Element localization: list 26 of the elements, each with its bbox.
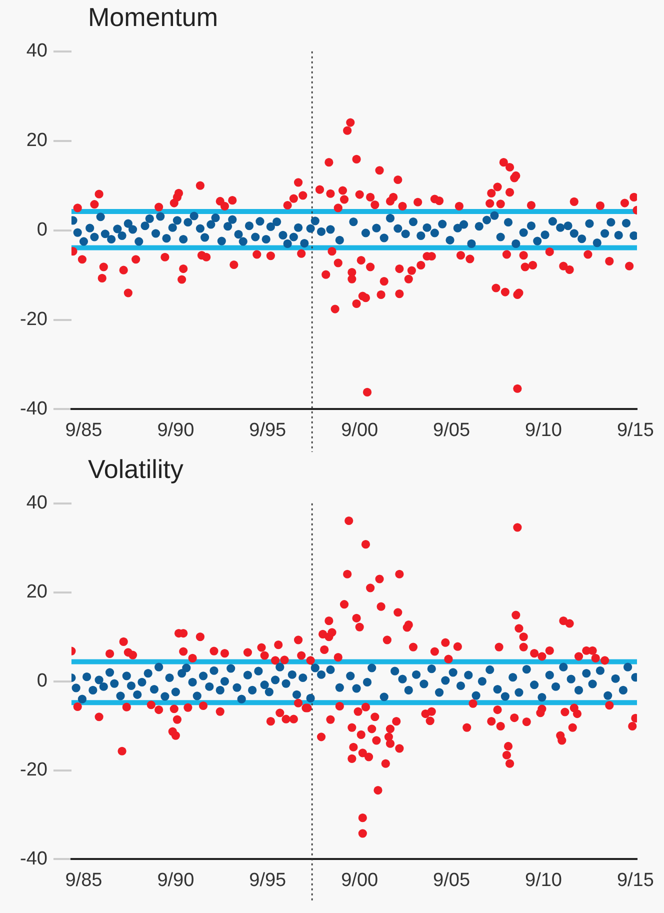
x-tick-label: 9/10 — [525, 420, 562, 441]
x-tick-label: 9/15 — [616, 870, 654, 891]
x-tick-label: 9/00 — [341, 420, 378, 441]
y-tick-label: 0 — [36, 670, 48, 692]
x-tick-label: 9/05 — [433, 870, 470, 891]
y-tick-label: -20 — [20, 759, 48, 780]
chart-title: Volatility — [87, 453, 184, 486]
x-tick-label: 9/10 — [525, 870, 562, 891]
y-tick-label: -40 — [20, 848, 48, 870]
x-tick-label: 9/05 — [433, 420, 470, 441]
y-tick-label: 20 — [26, 582, 48, 603]
x-tick-label: 9/95 — [249, 870, 286, 891]
y-tick-label: 20 — [26, 130, 48, 152]
y-tick-label: -40 — [20, 398, 48, 420]
x-tick-label: 9/90 — [157, 870, 194, 891]
y-tick-label: -20 — [20, 308, 48, 330]
chart-title: Momentum — [87, 1, 220, 34]
x-tick-label: 9/95 — [249, 420, 286, 441]
x-tick-label: 9/85 — [65, 420, 102, 441]
x-tick-label: 9/85 — [65, 870, 102, 891]
y-tick-label: 40 — [26, 492, 48, 514]
y-tick-label: 40 — [26, 40, 48, 62]
x-tick-label: 9/15 — [616, 420, 654, 441]
x-tick-label: 9/00 — [341, 870, 378, 891]
y-tick-label: 0 — [36, 220, 48, 241]
x-tick-label: 9/90 — [157, 420, 194, 441]
